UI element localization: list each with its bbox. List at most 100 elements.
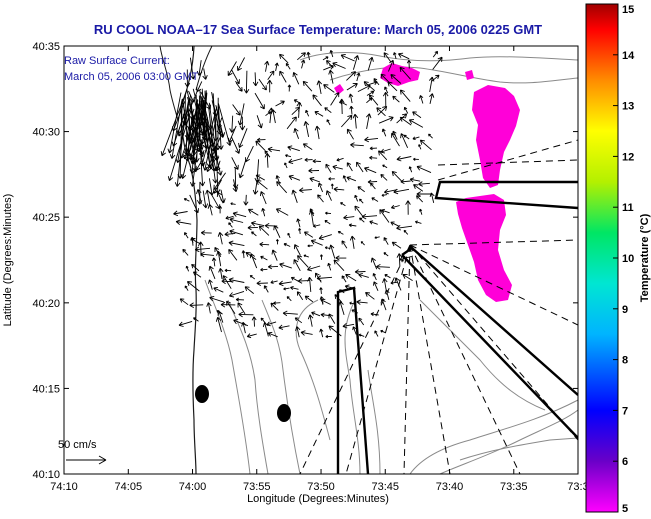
current-vector [185, 265, 190, 272]
current-vector [239, 116, 246, 131]
current-vector [399, 255, 414, 262]
current-vector [357, 186, 365, 193]
current-vector [419, 208, 423, 215]
current-vector [205, 159, 212, 173]
current-vector [182, 248, 189, 256]
current-vector [378, 116, 394, 124]
current-vector [328, 69, 334, 84]
current-vector [365, 291, 375, 300]
current-vector [378, 150, 388, 161]
current-vector [314, 125, 321, 140]
current-vector [302, 143, 313, 150]
current-vector [282, 310, 298, 317]
current-vector [352, 113, 359, 129]
current-vector [256, 137, 266, 142]
current-vector [202, 127, 209, 149]
current-vector [215, 160, 221, 172]
y-axis: 40:10 40:15 40:20 40:25 40:30 40:35 [32, 41, 578, 481]
current-vector [312, 94, 322, 107]
x-tick-label: 73:50 [307, 481, 335, 493]
current-vector [213, 286, 224, 293]
current-vector [218, 268, 224, 279]
colorbar-tick-label: 7 [622, 405, 628, 417]
current-vector [358, 317, 365, 326]
current-vector [323, 84, 335, 93]
colorbar-tick-label: 13 [622, 101, 634, 113]
current-vector [275, 100, 285, 107]
current-vector [342, 322, 355, 329]
current-vector [220, 301, 236, 308]
current-vector [218, 106, 224, 150]
current-vector [235, 297, 245, 302]
current-vector [346, 71, 357, 81]
current-vector [327, 262, 332, 271]
current-vector [211, 257, 217, 267]
current-vector [412, 111, 422, 119]
current-vector [196, 60, 203, 76]
scale-label: 50 cm/s [58, 439, 97, 451]
current-vector [259, 191, 267, 205]
current-vector [190, 238, 201, 245]
current-vector [358, 333, 365, 337]
current-vector [346, 83, 358, 91]
current-vector [184, 69, 191, 88]
current-vector [316, 275, 333, 282]
current-vector [300, 330, 313, 336]
current-vector [308, 210, 315, 226]
current-vector [196, 189, 202, 204]
current-vector [354, 269, 366, 275]
current-vector [278, 280, 292, 287]
current-vector [215, 316, 222, 333]
current-vector [326, 119, 331, 126]
current-vector [252, 180, 259, 195]
current-vector [399, 66, 411, 80]
x-axis: 74:10 74:05 74:00 73:55 73:50 73:45 73:40 73:35… [50, 46, 589, 493]
current-vector [358, 272, 369, 278]
current-vector [283, 287, 290, 291]
current-vector [336, 157, 344, 162]
current-vector [292, 72, 300, 85]
current-vector [213, 179, 222, 194]
current-vector [229, 290, 245, 298]
current-vector [264, 60, 270, 72]
current-vector [251, 316, 257, 327]
current-vector [428, 133, 433, 139]
current-vector [419, 95, 424, 104]
current-vector [229, 229, 244, 236]
current-vector [396, 253, 403, 267]
current-vector [256, 115, 263, 129]
y-tick-label: 40:25 [32, 212, 60, 224]
y-tick-label: 40:35 [32, 41, 60, 53]
current-vector [273, 225, 281, 238]
current-vector [293, 244, 301, 256]
current-vector [343, 214, 355, 221]
current-vector [393, 188, 410, 195]
current-vector [255, 140, 266, 151]
current-vector [350, 142, 364, 148]
current-vector [307, 314, 314, 327]
current-vector [413, 184, 424, 192]
current-vector [232, 179, 239, 193]
current-vector [205, 189, 211, 205]
current-vector [431, 74, 440, 82]
current-vector [293, 259, 301, 272]
current-vector [260, 267, 268, 272]
current-vector [356, 72, 361, 82]
x-tick-label: 73:55 [243, 481, 271, 493]
x-tick-label: 73:45 [371, 481, 399, 493]
current-vector [216, 191, 224, 204]
current-vector [208, 265, 216, 280]
current-vector [200, 230, 212, 236]
current-vector [261, 207, 266, 217]
current-vector [376, 264, 390, 270]
current-vector [283, 242, 291, 247]
current-vector [348, 93, 354, 104]
current-vector [298, 228, 302, 234]
current-vector [345, 273, 357, 282]
current-vector [238, 128, 248, 148]
current-vector [228, 277, 245, 283]
current-vector [167, 92, 182, 154]
current-vector [238, 311, 254, 318]
surface-current-vectors [160, 49, 443, 339]
